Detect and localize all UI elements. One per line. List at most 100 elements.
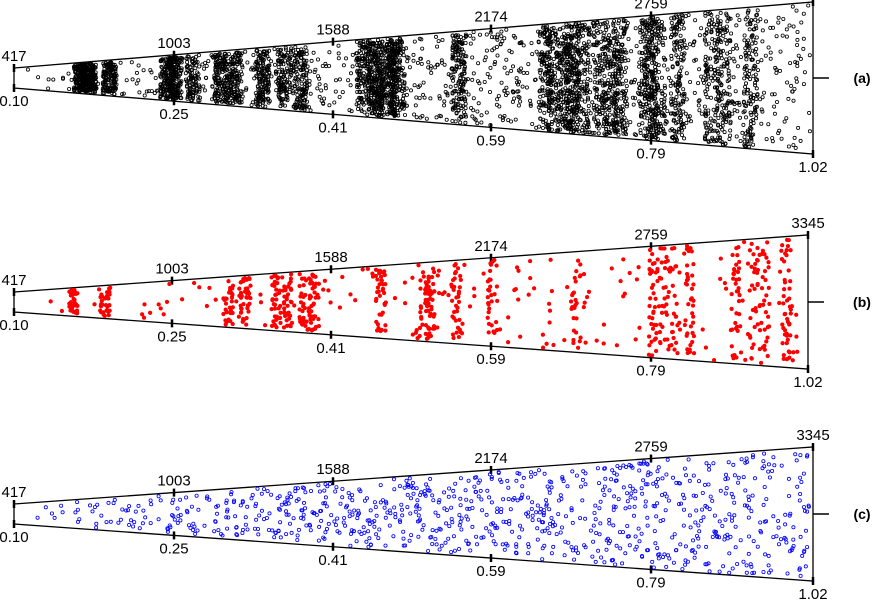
data-point: [682, 91, 687, 96]
data-point: [152, 91, 157, 96]
data-point: [105, 72, 110, 77]
data-point: [604, 27, 609, 32]
data-point: [433, 34, 438, 39]
data-point: [555, 123, 560, 128]
data-point: [450, 45, 455, 50]
data-point: [608, 40, 613, 45]
data-point: [333, 89, 338, 94]
data-point: [696, 103, 701, 108]
data-point: [714, 25, 719, 30]
data-point: [187, 83, 192, 88]
data-point: [621, 128, 626, 133]
data-point: [745, 42, 750, 47]
data-point: [483, 55, 488, 60]
data-point: [566, 43, 571, 48]
data-point: [489, 35, 494, 40]
data-point: [350, 64, 355, 69]
data-point: [643, 106, 648, 111]
data-point: [287, 80, 292, 85]
data-point: [654, 80, 659, 85]
data-point: [576, 77, 581, 82]
data-point: [46, 86, 51, 91]
data-point: [538, 30, 543, 35]
data-point: [558, 58, 563, 63]
data-point: [740, 130, 745, 135]
data-point: [799, 20, 804, 25]
data-point: [553, 118, 558, 123]
data-point: [615, 31, 620, 36]
data-point: [553, 70, 558, 75]
data-point: [170, 77, 175, 82]
data-point: [656, 40, 661, 45]
data-point: [269, 59, 274, 64]
data-point: [551, 25, 556, 30]
data-point: [364, 45, 369, 50]
data-point: [243, 49, 248, 54]
data-point: [274, 71, 279, 76]
data-point: [724, 57, 729, 62]
data-point: [261, 74, 266, 79]
data-point: [581, 123, 586, 128]
data-point: [678, 33, 683, 38]
data-point: [591, 30, 596, 35]
data-point: [742, 139, 747, 144]
data-point: [542, 56, 547, 61]
data-point: [674, 53, 679, 58]
data-point: [234, 94, 239, 99]
data-point: [283, 87, 288, 92]
data-point: [633, 77, 638, 82]
data-point: [747, 27, 752, 32]
data-point: [626, 37, 631, 42]
data-point: [744, 115, 749, 120]
data-point: [599, 58, 604, 63]
data-point: [671, 134, 676, 139]
data-point: [737, 17, 742, 22]
data-point: [736, 100, 741, 105]
data-point: [645, 49, 650, 54]
data-point: [392, 105, 397, 110]
data-point: [624, 104, 629, 109]
data-point: [452, 42, 457, 47]
data-point: [164, 96, 169, 101]
data-point: [90, 83, 95, 88]
data-point: [579, 57, 584, 62]
data-point: [252, 76, 257, 81]
data-point: [420, 46, 425, 51]
data-point: [776, 131, 781, 136]
data-point: [178, 72, 183, 77]
data-point: [460, 54, 465, 59]
data-point: [662, 97, 667, 102]
data-point: [705, 87, 710, 92]
data-point: [323, 61, 328, 66]
data-point: [752, 63, 757, 68]
data-point: [725, 91, 730, 96]
data-point: [194, 89, 199, 94]
data-point: [355, 107, 360, 112]
data-point: [732, 59, 737, 64]
data-point: [798, 56, 803, 61]
data-point: [728, 119, 733, 124]
data-point: [743, 17, 748, 22]
data-point: [565, 34, 570, 39]
data-point: [703, 89, 708, 94]
data-point: [359, 44, 364, 49]
data-point: [596, 30, 601, 35]
data-point: [807, 110, 812, 115]
data-point: [499, 80, 504, 85]
data-point: [613, 130, 618, 135]
data-point: [716, 69, 721, 74]
data-point: [457, 40, 462, 45]
data-point: [369, 101, 374, 106]
data-point: [388, 94, 393, 99]
data-point: [254, 102, 259, 107]
data-point: [716, 122, 721, 127]
data-point: [214, 100, 219, 105]
data-point: [442, 103, 447, 108]
data-point: [712, 85, 717, 90]
data-point: [607, 48, 612, 53]
bottom-tick-label: 0.59: [476, 132, 505, 149]
data-point: [504, 85, 509, 90]
data-point: [795, 64, 800, 69]
data-point: [806, 3, 811, 8]
data-point: [346, 78, 351, 83]
